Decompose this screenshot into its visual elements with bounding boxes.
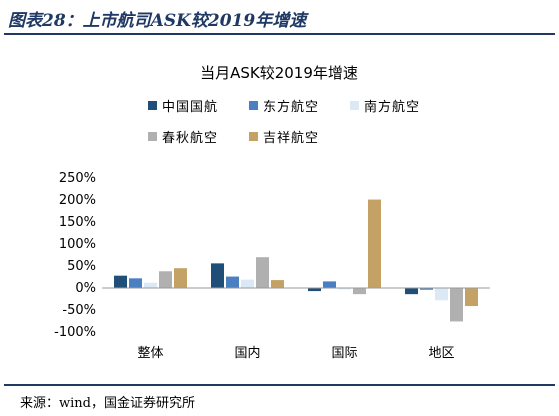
bar bbox=[241, 279, 254, 288]
bar bbox=[211, 263, 224, 288]
bar bbox=[353, 288, 366, 295]
y-tick-label: -50% bbox=[62, 303, 96, 318]
bottom-divider bbox=[4, 384, 555, 386]
y-tick-label: 250% bbox=[59, 171, 96, 186]
legend-swatch bbox=[350, 101, 359, 110]
bar bbox=[226, 276, 239, 288]
bar bbox=[271, 280, 284, 288]
legend-swatch bbox=[148, 101, 157, 110]
bar bbox=[323, 281, 336, 288]
legend-label: 中国国航 bbox=[162, 99, 218, 115]
x-axis: 整体 国内 国际 地区 bbox=[102, 287, 490, 361]
y-tick-label: 200% bbox=[59, 193, 96, 208]
legend-swatch bbox=[249, 101, 258, 110]
figure-title: 图表28：上市航司ASK较2019年增速 bbox=[8, 11, 307, 31]
y-tick-label: 150% bbox=[59, 215, 96, 230]
y-tick-label: 0% bbox=[75, 281, 96, 296]
y-axis: -100% -50% 0% 50% 100% 150% 200% 250% bbox=[54, 171, 96, 340]
bar bbox=[308, 288, 321, 292]
x-category-label: 国内 bbox=[234, 345, 260, 361]
bar bbox=[420, 288, 433, 290]
bar bbox=[144, 282, 157, 288]
legend-swatch bbox=[249, 132, 258, 141]
bar bbox=[129, 278, 142, 288]
legend-label: 吉祥航空 bbox=[263, 130, 319, 146]
top-divider bbox=[4, 33, 555, 35]
legend-label: 春秋航空 bbox=[162, 130, 218, 146]
y-tick-label: 100% bbox=[59, 237, 96, 252]
bar bbox=[174, 268, 187, 288]
bar bbox=[114, 275, 127, 288]
bar bbox=[450, 288, 463, 322]
legend-label: 南方航空 bbox=[364, 99, 420, 115]
bar bbox=[338, 288, 351, 290]
chart-title: 当月ASK较2019年增速 bbox=[200, 64, 358, 82]
y-tick-label: 50% bbox=[67, 259, 96, 274]
bar bbox=[465, 288, 478, 307]
x-category-label: 整体 bbox=[137, 346, 163, 361]
y-tick-label: -100% bbox=[54, 325, 96, 340]
bar bbox=[256, 257, 269, 288]
bar bbox=[435, 288, 448, 301]
bars bbox=[114, 199, 478, 322]
source-note: 来源：wind，国金证券研究所 bbox=[20, 396, 195, 411]
x-category-label: 国际 bbox=[331, 346, 357, 361]
x-category-label: 地区 bbox=[428, 346, 454, 361]
legend-swatch bbox=[148, 132, 157, 141]
bar bbox=[405, 288, 418, 295]
legend-label: 东方航空 bbox=[263, 99, 319, 115]
bar bbox=[159, 271, 172, 288]
bar bbox=[368, 199, 381, 288]
